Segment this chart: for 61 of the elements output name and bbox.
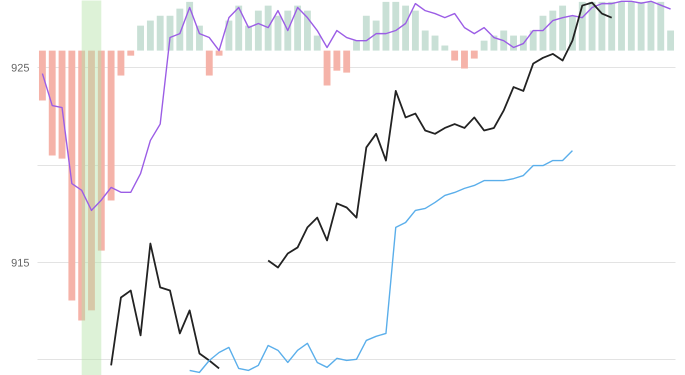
bar bbox=[156, 16, 164, 51]
bar bbox=[324, 50, 330, 86]
bar bbox=[314, 36, 321, 51]
bar bbox=[304, 10, 311, 51]
bar bbox=[343, 50, 350, 73]
bar bbox=[608, 2, 616, 51]
bar bbox=[186, 2, 194, 51]
bar bbox=[432, 36, 438, 51]
line-series bbox=[42, 0, 672, 212]
bar bbox=[166, 16, 174, 51]
bar bbox=[618, 2, 625, 51]
bar bbox=[402, 6, 410, 51]
bar bbox=[372, 20, 380, 51]
bar bbox=[225, 20, 232, 51]
bar bbox=[422, 30, 429, 51]
bar bbox=[648, 2, 654, 51]
bar bbox=[108, 50, 115, 200]
bar bbox=[98, 50, 105, 251]
bar bbox=[146, 20, 154, 51]
bar bbox=[294, 6, 302, 51]
bar bbox=[117, 50, 124, 76]
bar bbox=[392, 2, 400, 51]
bar bbox=[137, 26, 144, 51]
bar bbox=[667, 30, 674, 51]
bar bbox=[480, 40, 488, 51]
bar bbox=[264, 6, 272, 51]
bar bbox=[461, 50, 468, 69]
bar bbox=[362, 16, 370, 51]
bar bbox=[254, 10, 262, 51]
bar bbox=[58, 50, 66, 159]
bar bbox=[559, 6, 566, 51]
bar bbox=[540, 16, 546, 51]
bar bbox=[48, 50, 56, 156]
bar bbox=[88, 50, 95, 310]
bar bbox=[274, 16, 282, 51]
bar bbox=[333, 50, 340, 71]
bar bbox=[549, 10, 556, 51]
line-series bbox=[188, 150, 574, 374]
bar bbox=[638, 2, 645, 51]
y-tick-label: 915 bbox=[11, 257, 30, 270]
bar bbox=[353, 40, 360, 51]
bar bbox=[176, 8, 184, 51]
bar bbox=[382, 2, 390, 51]
bar bbox=[451, 50, 458, 61]
bar bbox=[470, 50, 478, 59]
bar bbox=[245, 26, 252, 51]
bar bbox=[38, 50, 46, 100]
bar bbox=[628, 2, 635, 51]
bar bbox=[412, 10, 419, 51]
bar bbox=[490, 36, 498, 51]
y-tick-label: 925 bbox=[11, 62, 30, 75]
bar bbox=[598, 2, 606, 51]
bar bbox=[206, 50, 213, 76]
bar bbox=[588, 2, 596, 51]
bar bbox=[127, 50, 134, 56]
bar bbox=[441, 46, 448, 51]
bar bbox=[196, 26, 203, 51]
bar bbox=[68, 50, 76, 300]
bar bbox=[530, 30, 537, 51]
bar bbox=[657, 2, 664, 51]
bar bbox=[216, 50, 223, 56]
